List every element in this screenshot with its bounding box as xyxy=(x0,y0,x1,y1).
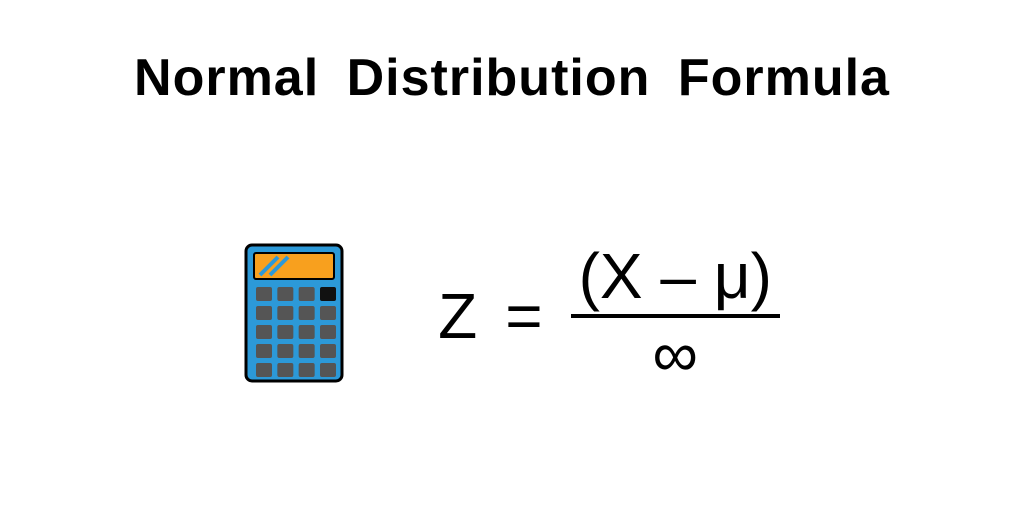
page-title: Normal Distribution Formula xyxy=(0,48,1024,108)
formula-fraction: (X – μ) ∞ xyxy=(571,240,780,391)
title-word-1: Normal xyxy=(134,48,319,108)
page-container: Normal Distribution Formula Z = (X – μ) xyxy=(0,0,1024,526)
calculator-icon xyxy=(244,243,344,388)
formula-denominator: ∞ xyxy=(644,318,706,392)
title-word-2: Distribution xyxy=(347,48,651,108)
formula: Z = (X – μ) ∞ xyxy=(424,240,780,391)
formula-row: Z = (X – μ) ∞ xyxy=(0,240,1024,391)
formula-numerator: (X – μ) xyxy=(571,240,780,314)
formula-equals: = xyxy=(505,279,542,353)
title-word-3: Formula xyxy=(678,48,890,108)
formula-z: Z xyxy=(438,279,477,353)
